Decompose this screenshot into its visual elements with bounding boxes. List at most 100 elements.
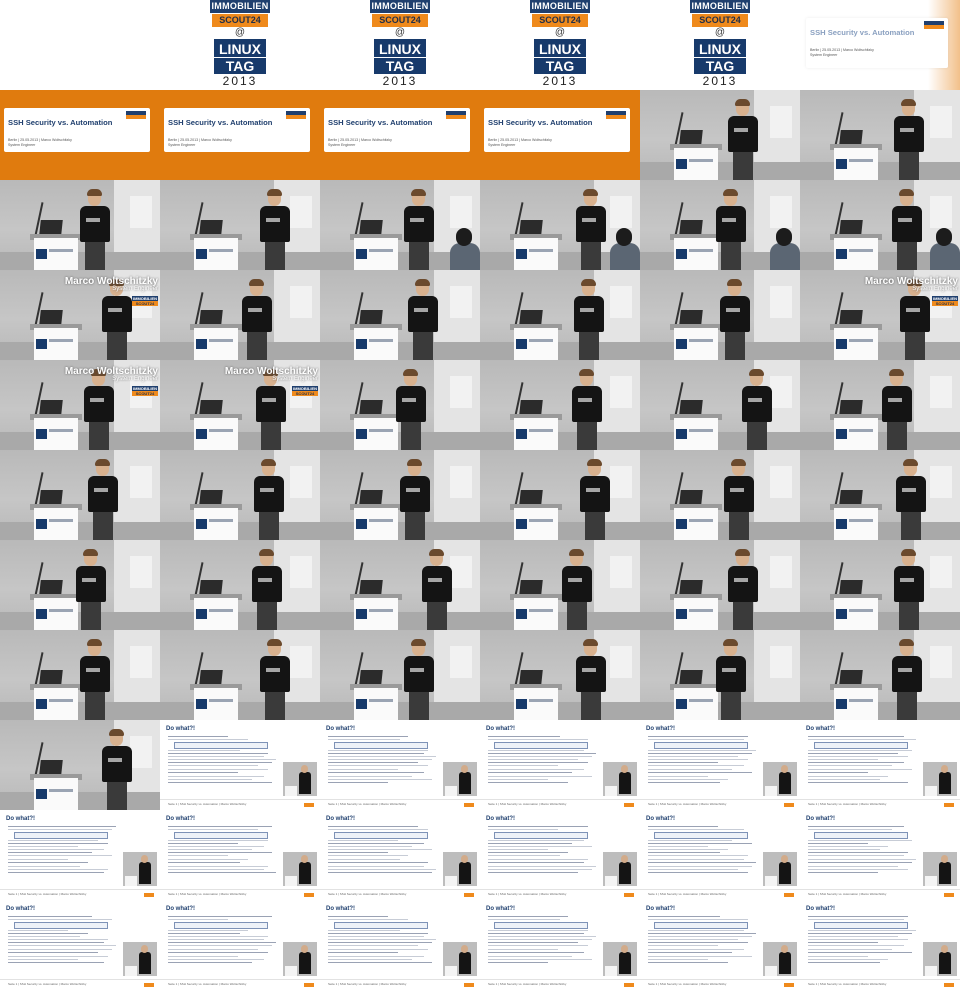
laptop-icon — [839, 310, 863, 325]
podium-top — [30, 684, 82, 690]
code-line — [808, 852, 908, 853]
code-line — [808, 959, 888, 960]
linuxtag-banner-icon — [676, 336, 716, 352]
slide-heading: Do what?! — [166, 726, 195, 732]
video-frame-code: Do what?! Seite 1 | SSH Security vs. Auto… — [640, 900, 800, 990]
lower-logo-bottom: SCOUT24 — [132, 301, 158, 306]
speaker-shirt — [892, 206, 922, 242]
code-line — [648, 779, 728, 780]
code-line — [488, 779, 548, 780]
code-line — [648, 862, 756, 863]
linuxtag-banner-icon — [836, 696, 876, 712]
slide-footer: Seite 1 | SSH Security vs. Automation | … — [0, 979, 160, 990]
speaker-video-inset — [603, 942, 637, 976]
slide-heading: Do what?! — [486, 816, 515, 822]
stage-floor — [480, 342, 640, 360]
code-line — [168, 840, 268, 841]
code-line — [8, 952, 98, 953]
linuxtag-banner-icon — [196, 516, 236, 532]
stage-panel — [610, 466, 632, 498]
code-line — [648, 736, 748, 737]
video-frame-stage-lower: Marco Woltschitzky System Engineer IMMOBIL… — [160, 360, 320, 450]
video-frame-stage — [640, 450, 800, 540]
code-line — [8, 862, 88, 863]
slide-footer-text: Seite 1 | SSH Security vs. Automation | … — [488, 802, 567, 806]
stage-floor — [800, 612, 960, 630]
shirt-print — [86, 668, 100, 672]
stage-panel — [770, 556, 792, 588]
lower-logo-bottom: SCOUT24 — [132, 391, 158, 396]
shirt-print — [726, 308, 740, 312]
speaker-legs — [899, 602, 919, 630]
footer-logo-icon — [944, 983, 954, 987]
video-frame-stage — [160, 630, 320, 720]
immobilienscout24-logo-icon — [924, 21, 944, 29]
linuxtag-banner-icon — [196, 696, 236, 712]
code-line — [168, 829, 258, 830]
speaker — [558, 549, 598, 630]
speaker-legs — [887, 422, 907, 450]
speaker-shirt — [400, 476, 430, 512]
laptop-icon — [199, 400, 223, 415]
speaker-shirt — [88, 476, 118, 512]
code-line — [648, 959, 708, 960]
podium-top — [510, 684, 562, 690]
code-line — [168, 846, 264, 847]
code-line — [328, 750, 428, 751]
stage-panel — [290, 466, 312, 498]
video-frame-code: Do what?! Seite 1 | SSH Security vs. Auto… — [160, 810, 320, 900]
stage-floor — [800, 162, 960, 180]
speaker-shirt — [574, 296, 604, 332]
slide-heading: Do what?! — [166, 906, 195, 912]
slide-title: SSH Security vs. Automation — [488, 118, 593, 127]
code-line — [488, 829, 558, 830]
speaker — [248, 549, 288, 630]
speaker-legs — [261, 422, 281, 450]
shirt-print — [582, 218, 596, 222]
linuxtag-banner-icon — [356, 246, 396, 262]
code-line — [808, 939, 908, 940]
slide-meta: Berlin | 25.05.2013 | Marco Woltschitzky — [488, 138, 552, 142]
lower-logo-top: IMMOBILIEN — [292, 386, 318, 391]
immobilienscout24-logo-icon: IMMOBILIEN SCOUT24 — [132, 386, 158, 396]
logo-scout24-text: SCOUT24 — [692, 14, 748, 27]
code-line — [808, 872, 878, 873]
code-line — [488, 933, 584, 934]
stage-panel — [130, 466, 152, 498]
speaker-name: Marco Woltschitzky — [64, 366, 158, 377]
video-frame-stage — [0, 630, 160, 720]
laptop-icon — [199, 580, 223, 595]
code-line — [808, 916, 908, 917]
logo-at-text: @ — [554, 27, 566, 38]
stage-panel — [930, 376, 952, 408]
stage-panel — [770, 286, 792, 318]
speaker-hair — [95, 459, 110, 466]
speaker-hair — [569, 549, 584, 556]
podium-top — [830, 684, 882, 690]
footer-logo-icon — [784, 803, 794, 807]
code-line — [168, 762, 272, 763]
speaker-shirt — [260, 206, 290, 242]
stage-floor — [320, 342, 480, 360]
code-line — [8, 916, 92, 917]
code-line — [808, 930, 916, 931]
slide-heading: Do what?! — [646, 726, 675, 732]
slide-footer: Seite 1 | SSH Security vs. Automation | … — [160, 889, 320, 900]
slide-footer-text: Seite 1 | SSH Security vs. Automation | … — [8, 982, 87, 986]
video-frame-stage — [800, 360, 960, 450]
code-line — [8, 933, 88, 934]
speaker — [256, 639, 296, 720]
speaker-hair — [109, 729, 124, 736]
video-frame-code: Do what?! Seite 1 | SSH Security vs. Auto… — [0, 900, 160, 990]
video-frame-stage — [480, 270, 640, 360]
stage-floor — [800, 522, 960, 540]
speaker-shirt — [892, 656, 922, 692]
shirt-print — [898, 668, 912, 672]
code-line — [488, 872, 578, 873]
speaker — [724, 549, 764, 630]
slide-heading: Do what?! — [806, 816, 835, 822]
code-line — [328, 866, 424, 867]
highlighted-command — [494, 742, 588, 749]
slide-footer: Seite 1 | SSH Security vs. Automation | … — [800, 889, 960, 900]
speaker-legs — [89, 422, 109, 450]
